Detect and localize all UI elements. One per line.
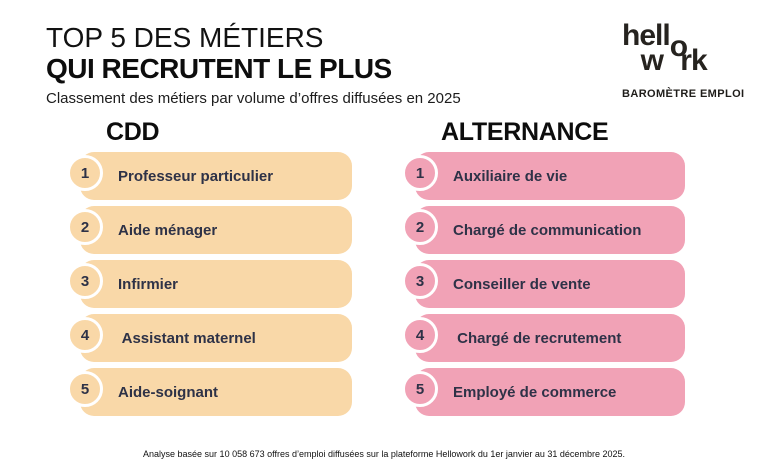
rank-number: 2 <box>415 218 425 236</box>
ranking-row: 4 Chargé de recrutement <box>402 314 685 362</box>
job-label: Chargé de communication <box>453 221 642 239</box>
logo-shared-o: o <box>669 29 688 63</box>
page-subtitle: Classement des métiers par volume d’offr… <box>46 90 461 107</box>
hellowork-logo: hello work BAROMÈTRE EMPLOI <box>622 21 745 101</box>
page-title-line-2: QUI RECRUTENT LE PLUS <box>46 53 392 84</box>
methodology-note: Analyse basée sur 10 058 673 offres d’em… <box>143 449 625 459</box>
job-label: Aide-soignant <box>118 383 218 401</box>
rank-badge: 3 <box>402 263 438 299</box>
ranking-row: 3 Conseiller de vente <box>402 260 685 308</box>
logo-text-hell: hell <box>622 19 671 52</box>
job-label: Employé de commerce <box>453 383 617 401</box>
rank-badge: 4 <box>67 317 103 353</box>
logo-line-2: work <box>641 45 745 75</box>
job-label: Aide ménager <box>118 221 218 239</box>
rank-number: 1 <box>80 164 90 182</box>
rank-number: 4 <box>415 326 425 344</box>
rank-number: 2 <box>80 218 90 236</box>
rank-badge: 3 <box>67 263 103 299</box>
job-label: Chargé de recrutement <box>453 329 622 347</box>
rank-number: 4 <box>80 326 90 344</box>
title-block: TOP 5 DES MÉTIERS QUI RECRUTENT LE PLUS … <box>46 22 461 108</box>
job-label: Infirmier <box>118 275 179 293</box>
rank-badge: 5 <box>67 371 103 407</box>
logo-text-w: w <box>640 43 664 77</box>
ranking-row: 2 Chargé de communication <box>402 206 685 254</box>
job-label: Professeur particulier <box>118 167 274 185</box>
ranking-row: 5 Aide-soignant <box>67 368 352 416</box>
ranking-list-alternance: 1 Auxiliaire de vie 2 Chargé de communicati… <box>402 152 685 422</box>
column-header-alternance: ALTERNANCE <box>441 118 609 146</box>
ranking-row: 3 Infirmier <box>67 260 352 308</box>
rank-badge: 4 <box>402 317 438 353</box>
logo-line-1: hello <box>622 21 745 62</box>
column-header-cdd: CDD <box>106 118 160 146</box>
rank-badge: 2 <box>67 209 103 245</box>
rank-badge: 5 <box>402 371 438 407</box>
rank-number: 1 <box>415 164 425 182</box>
logo-text-rk: rk <box>680 43 707 77</box>
ranking-row: 1 Auxiliaire de vie <box>402 152 685 200</box>
ranking-list-cdd: 1 Professeur particulier 2 Aide ménager 3 Inf… <box>67 152 352 422</box>
rank-badge: 1 <box>402 155 438 191</box>
job-label: Assistant maternel <box>118 329 256 347</box>
page-title-line-1: TOP 5 DES MÉTIERS <box>46 22 324 53</box>
ranking-row: 1 Professeur particulier <box>67 152 352 200</box>
job-label: Conseiller de vente <box>453 275 591 293</box>
logo-tagline: BAROMÈTRE EMPLOI <box>622 88 745 101</box>
rank-number: 5 <box>80 380 90 398</box>
ranking-row: 2 Aide ménager <box>67 206 352 254</box>
hellowork-wordmark: hello work <box>622 21 745 76</box>
rank-number: 5 <box>415 380 425 398</box>
ranking-row: 4 Assistant maternel <box>67 314 352 362</box>
ranking-row: 5 Employé de commerce <box>402 368 685 416</box>
rank-number: 3 <box>415 272 425 290</box>
rank-badge: 2 <box>402 209 438 245</box>
rank-badge: 1 <box>67 155 103 191</box>
rank-number: 3 <box>80 272 90 290</box>
job-label: Auxiliaire de vie <box>453 167 568 185</box>
